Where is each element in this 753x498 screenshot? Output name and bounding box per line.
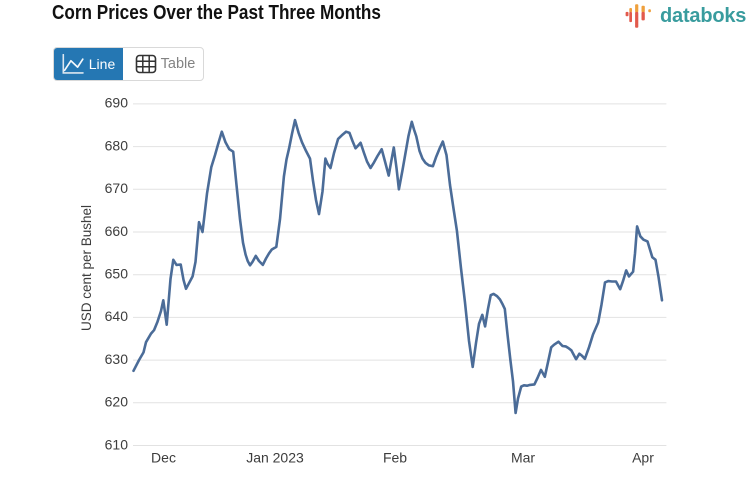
svg-text:670: 670	[105, 180, 129, 196]
svg-text:650: 650	[105, 266, 129, 282]
svg-text:Apr: Apr	[632, 450, 654, 466]
svg-text:660: 660	[105, 223, 129, 239]
svg-text:Mar: Mar	[511, 450, 535, 466]
svg-text:USD cent per Bushel: USD cent per Bushel	[79, 205, 94, 331]
svg-text:610: 610	[105, 436, 129, 452]
svg-text:630: 630	[105, 351, 129, 367]
svg-text:Feb: Feb	[383, 450, 407, 466]
svg-text:680: 680	[105, 137, 129, 153]
svg-text:Jan 2023: Jan 2023	[246, 450, 304, 466]
svg-text:640: 640	[105, 308, 129, 324]
svg-text:Dec: Dec	[151, 450, 176, 466]
svg-text:690: 690	[105, 95, 129, 111]
svg-text:620: 620	[105, 394, 129, 410]
